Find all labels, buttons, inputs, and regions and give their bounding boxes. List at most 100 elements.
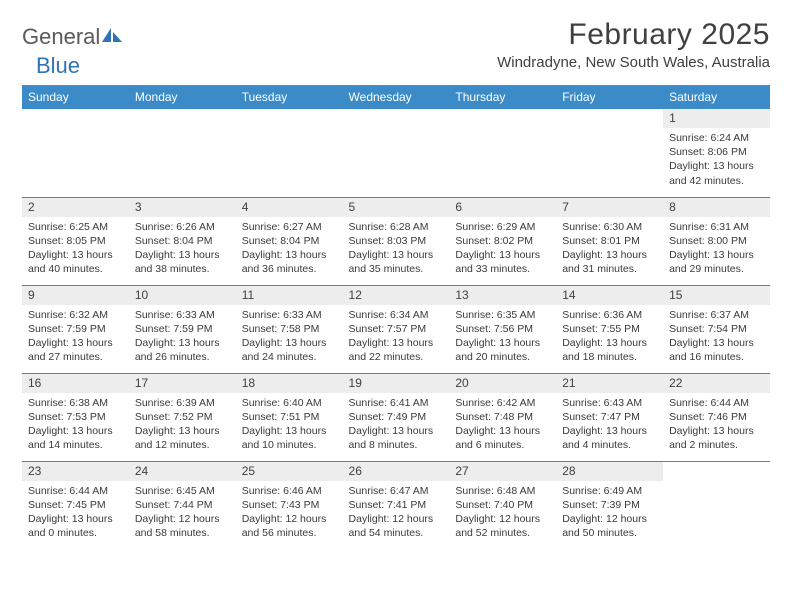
- day-number: 11: [236, 286, 343, 305]
- day-details: Sunrise: 6:24 AMSunset: 8:06 PMDaylight:…: [663, 128, 770, 192]
- calendar-day-cell: 13Sunrise: 6:35 AMSunset: 7:56 PMDayligh…: [449, 285, 556, 373]
- calendar-day-cell: 4Sunrise: 6:27 AMSunset: 8:04 PMDaylight…: [236, 197, 343, 285]
- day-details: Sunrise: 6:37 AMSunset: 7:54 PMDaylight:…: [663, 305, 770, 369]
- day-number: 4: [236, 198, 343, 217]
- day-details: Sunrise: 6:46 AMSunset: 7:43 PMDaylight:…: [236, 481, 343, 545]
- location-text: Windradyne, New South Wales, Australia: [497, 54, 770, 71]
- calendar-day-cell: 26Sunrise: 6:47 AMSunset: 7:41 PMDayligh…: [343, 461, 450, 549]
- calendar-day-cell: 10Sunrise: 6:33 AMSunset: 7:59 PMDayligh…: [129, 285, 236, 373]
- day-number: 12: [343, 286, 450, 305]
- logo: General: [22, 24, 124, 50]
- day-number: 20: [449, 374, 556, 393]
- day-details: Sunrise: 6:36 AMSunset: 7:55 PMDaylight:…: [556, 305, 663, 369]
- calendar-empty-cell: [556, 109, 663, 197]
- calendar-day-cell: 18Sunrise: 6:40 AMSunset: 7:51 PMDayligh…: [236, 373, 343, 461]
- calendar-empty-cell: [663, 461, 770, 549]
- day-number: 23: [22, 462, 129, 481]
- calendar-day-cell: 5Sunrise: 6:28 AMSunset: 8:03 PMDaylight…: [343, 197, 450, 285]
- calendar-day-cell: 20Sunrise: 6:42 AMSunset: 7:48 PMDayligh…: [449, 373, 556, 461]
- logo-text-blue: Blue: [36, 53, 80, 79]
- day-number: 8: [663, 198, 770, 217]
- day-number: 10: [129, 286, 236, 305]
- day-number: 18: [236, 374, 343, 393]
- day-number: 9: [22, 286, 129, 305]
- calendar-empty-cell: [449, 109, 556, 197]
- day-details: Sunrise: 6:43 AMSunset: 7:47 PMDaylight:…: [556, 393, 663, 457]
- calendar-week-row: 9Sunrise: 6:32 AMSunset: 7:59 PMDaylight…: [22, 285, 770, 373]
- calendar-empty-cell: [22, 109, 129, 197]
- day-number: 21: [556, 374, 663, 393]
- day-details: Sunrise: 6:29 AMSunset: 8:02 PMDaylight:…: [449, 217, 556, 281]
- day-number: 24: [129, 462, 236, 481]
- calendar-day-cell: 12Sunrise: 6:34 AMSunset: 7:57 PMDayligh…: [343, 285, 450, 373]
- day-number: 17: [129, 374, 236, 393]
- day-details: Sunrise: 6:41 AMSunset: 7:49 PMDaylight:…: [343, 393, 450, 457]
- calendar-day-cell: 17Sunrise: 6:39 AMSunset: 7:52 PMDayligh…: [129, 373, 236, 461]
- day-details: Sunrise: 6:35 AMSunset: 7:56 PMDaylight:…: [449, 305, 556, 369]
- calendar-day-cell: 22Sunrise: 6:44 AMSunset: 7:46 PMDayligh…: [663, 373, 770, 461]
- title-block: February 2025 Windradyne, New South Wale…: [497, 18, 770, 71]
- day-number: 6: [449, 198, 556, 217]
- day-details: Sunrise: 6:33 AMSunset: 7:58 PMDaylight:…: [236, 305, 343, 369]
- logo-sail-icon: [102, 26, 124, 49]
- weekday-header: Saturday: [663, 86, 770, 109]
- day-details: Sunrise: 6:26 AMSunset: 8:04 PMDaylight:…: [129, 217, 236, 281]
- day-details: Sunrise: 6:27 AMSunset: 8:04 PMDaylight:…: [236, 217, 343, 281]
- day-details: Sunrise: 6:33 AMSunset: 7:59 PMDaylight:…: [129, 305, 236, 369]
- day-number: 5: [343, 198, 450, 217]
- day-number: 2: [22, 198, 129, 217]
- day-details: Sunrise: 6:25 AMSunset: 8:05 PMDaylight:…: [22, 217, 129, 281]
- weekday-header: Thursday: [449, 86, 556, 109]
- day-details: Sunrise: 6:31 AMSunset: 8:00 PMDaylight:…: [663, 217, 770, 281]
- day-number: 16: [22, 374, 129, 393]
- calendar-day-cell: 14Sunrise: 6:36 AMSunset: 7:55 PMDayligh…: [556, 285, 663, 373]
- day-number: 19: [343, 374, 450, 393]
- day-details: Sunrise: 6:49 AMSunset: 7:39 PMDaylight:…: [556, 481, 663, 545]
- calendar-day-cell: 24Sunrise: 6:45 AMSunset: 7:44 PMDayligh…: [129, 461, 236, 549]
- calendar-week-row: 16Sunrise: 6:38 AMSunset: 7:53 PMDayligh…: [22, 373, 770, 461]
- calendar-day-cell: 3Sunrise: 6:26 AMSunset: 8:04 PMDaylight…: [129, 197, 236, 285]
- calendar-empty-cell: [129, 109, 236, 197]
- weekday-header: Wednesday: [343, 86, 450, 109]
- calendar-week-row: 23Sunrise: 6:44 AMSunset: 7:45 PMDayligh…: [22, 461, 770, 549]
- day-number: 13: [449, 286, 556, 305]
- calendar-week-row: 1Sunrise: 6:24 AMSunset: 8:06 PMDaylight…: [22, 109, 770, 197]
- calendar-day-cell: 15Sunrise: 6:37 AMSunset: 7:54 PMDayligh…: [663, 285, 770, 373]
- calendar-table: SundayMondayTuesdayWednesdayThursdayFrid…: [22, 86, 770, 549]
- day-details: Sunrise: 6:44 AMSunset: 7:46 PMDaylight:…: [663, 393, 770, 457]
- weekday-header-row: SundayMondayTuesdayWednesdayThursdayFrid…: [22, 86, 770, 109]
- calendar-empty-cell: [236, 109, 343, 197]
- calendar-day-cell: 6Sunrise: 6:29 AMSunset: 8:02 PMDaylight…: [449, 197, 556, 285]
- calendar-day-cell: 28Sunrise: 6:49 AMSunset: 7:39 PMDayligh…: [556, 461, 663, 549]
- calendar-day-cell: 16Sunrise: 6:38 AMSunset: 7:53 PMDayligh…: [22, 373, 129, 461]
- day-details: Sunrise: 6:45 AMSunset: 7:44 PMDaylight:…: [129, 481, 236, 545]
- day-details: Sunrise: 6:42 AMSunset: 7:48 PMDaylight:…: [449, 393, 556, 457]
- day-number: 1: [663, 109, 770, 128]
- calendar-day-cell: 11Sunrise: 6:33 AMSunset: 7:58 PMDayligh…: [236, 285, 343, 373]
- day-number: 7: [556, 198, 663, 217]
- calendar-day-cell: 7Sunrise: 6:30 AMSunset: 8:01 PMDaylight…: [556, 197, 663, 285]
- day-details: Sunrise: 6:32 AMSunset: 7:59 PMDaylight:…: [22, 305, 129, 369]
- day-details: Sunrise: 6:44 AMSunset: 7:45 PMDaylight:…: [22, 481, 129, 545]
- day-details: Sunrise: 6:47 AMSunset: 7:41 PMDaylight:…: [343, 481, 450, 545]
- calendar-day-cell: 25Sunrise: 6:46 AMSunset: 7:43 PMDayligh…: [236, 461, 343, 549]
- calendar-day-cell: 1Sunrise: 6:24 AMSunset: 8:06 PMDaylight…: [663, 109, 770, 197]
- day-number: 25: [236, 462, 343, 481]
- day-details: Sunrise: 6:40 AMSunset: 7:51 PMDaylight:…: [236, 393, 343, 457]
- day-details: Sunrise: 6:39 AMSunset: 7:52 PMDaylight:…: [129, 393, 236, 457]
- day-number: 27: [449, 462, 556, 481]
- day-number: 15: [663, 286, 770, 305]
- calendar-empty-cell: [343, 109, 450, 197]
- day-number: 26: [343, 462, 450, 481]
- logo-text-general: General: [22, 24, 100, 50]
- day-number: 3: [129, 198, 236, 217]
- weekday-header: Monday: [129, 86, 236, 109]
- day-details: Sunrise: 6:48 AMSunset: 7:40 PMDaylight:…: [449, 481, 556, 545]
- day-details: Sunrise: 6:30 AMSunset: 8:01 PMDaylight:…: [556, 217, 663, 281]
- calendar-day-cell: 23Sunrise: 6:44 AMSunset: 7:45 PMDayligh…: [22, 461, 129, 549]
- day-details: Sunrise: 6:34 AMSunset: 7:57 PMDaylight:…: [343, 305, 450, 369]
- calendar-day-cell: 21Sunrise: 6:43 AMSunset: 7:47 PMDayligh…: [556, 373, 663, 461]
- day-number: 14: [556, 286, 663, 305]
- day-number: 28: [556, 462, 663, 481]
- day-number: 22: [663, 374, 770, 393]
